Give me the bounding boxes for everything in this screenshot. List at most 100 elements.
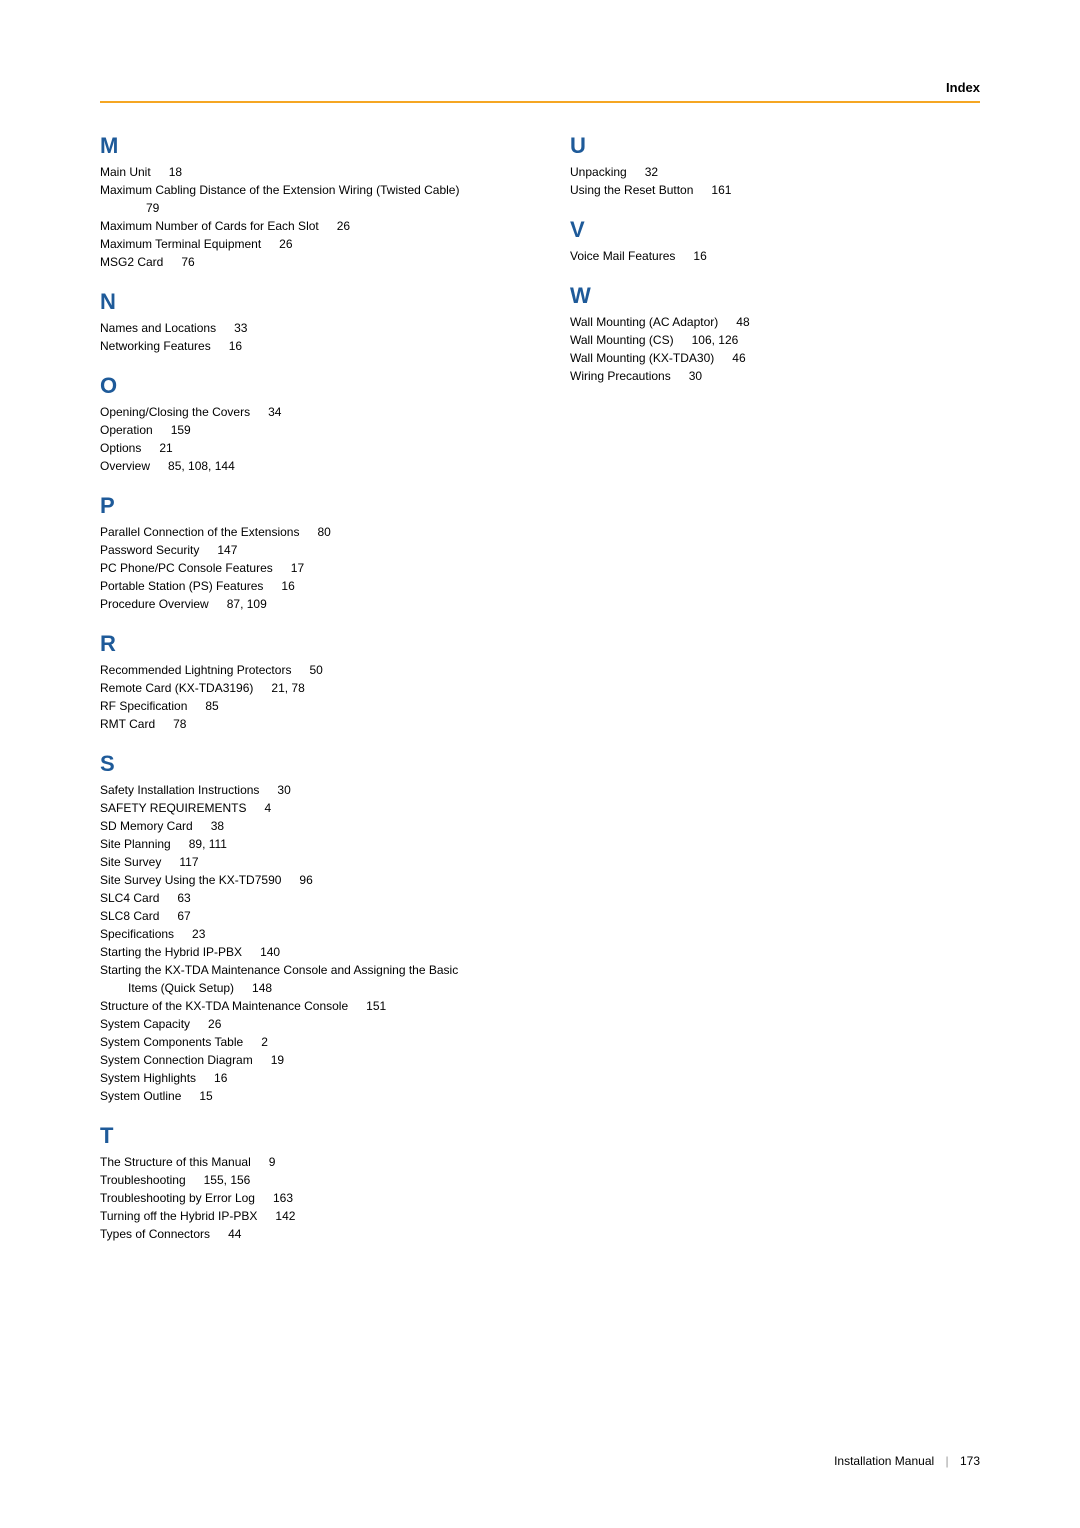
index-entry: Password Security 147 (100, 541, 510, 559)
index-entry-text: Structure of the KX-TDA Maintenance Cons… (100, 999, 348, 1013)
section-heading: O (100, 373, 510, 399)
index-entry: Wall Mounting (CS) 106, 126 (570, 331, 980, 349)
section-heading: V (570, 217, 980, 243)
index-entry-text: Names and Locations (100, 321, 216, 335)
index-entry-pages: 16 (693, 249, 706, 263)
index-entry: Maximum Terminal Equipment 26 (100, 235, 510, 253)
index-entry: Parallel Connection of the Extensions80 (100, 523, 510, 541)
index-entry-text: Voice Mail Features (570, 249, 675, 263)
index-entry: Options 21 (100, 439, 510, 457)
index-entry-text: Wall Mounting (CS) (570, 333, 674, 347)
index-entry-text: Starting the KX-TDA Maintenance Console … (100, 963, 458, 977)
index-entry: Safety Installation Instructions 30 (100, 781, 510, 799)
section-heading: S (100, 751, 510, 777)
index-entry-text: SLC4 Card (100, 891, 159, 905)
index-entry: Overview85, 108, 144 (100, 457, 510, 475)
section-heading: N (100, 289, 510, 315)
index-entry-text: Troubleshooting by Error Log (100, 1191, 255, 1205)
index-entry-pages: 142 (275, 1209, 295, 1223)
left-column: MMain Unit18Maximum Cabling Distance of … (100, 133, 510, 1243)
index-entry-text: Unpacking (570, 165, 627, 179)
index-entry: Types of Connectors44 (100, 1225, 510, 1243)
index-entry-pages: 106, 126 (692, 333, 739, 347)
index-entry: RMT Card78 (100, 715, 510, 733)
index-entry-pages: 2 (261, 1035, 268, 1049)
index-entry-text: Maximum Terminal Equipment (100, 237, 261, 251)
index-entry-text: Recommended Lightning Protectors (100, 663, 291, 677)
index-entry: SD Memory Card 38 (100, 817, 510, 835)
index-entry: Names and Locations 33 (100, 319, 510, 337)
index-entry-text: System Connection Diagram (100, 1053, 253, 1067)
index-entry-text: Wall Mounting (AC Adaptor) (570, 315, 718, 329)
index-entry-pages: 32 (645, 165, 658, 179)
index-entry-pages: 30 (277, 783, 290, 797)
index-entry-pages: 21, 78 (271, 681, 304, 695)
index-entry-text: SLC8 Card (100, 909, 159, 923)
index-entry: Troubleshooting by Error Log 163 (100, 1189, 510, 1207)
index-entry-pages: 4 (264, 801, 271, 815)
index-entry: Site Survey Using the KX-TD759096 (100, 871, 510, 889)
index-entry-pages: 76 (181, 255, 194, 269)
index-entry-cont-text: Items (Quick Setup) (128, 981, 234, 995)
index-entry: System Connection Diagram19 (100, 1051, 510, 1069)
index-entry: RF Specification85 (100, 697, 510, 715)
index-entry-text: RMT Card (100, 717, 155, 731)
index-entry-pages: 89, 111 (189, 837, 227, 851)
index-entry-pages: 48 (736, 315, 749, 329)
index-entry-text: Site Survey (100, 855, 161, 869)
index-entry: PC Phone/PC Console Features17 (100, 559, 510, 577)
index-entry: Structure of the KX-TDA Maintenance Cons… (100, 997, 510, 1015)
index-entry: Maximum Cabling Distance of the Extensio… (100, 181, 510, 199)
index-entry-pages: 140 (260, 945, 280, 959)
index-entry: Maximum Number of Cards for Each Slot 26 (100, 217, 510, 235)
index-entry: Remote Card (KX-TDA3196) 21, 78 (100, 679, 510, 697)
index-entry-text: Safety Installation Instructions (100, 783, 259, 797)
index-entry-pages: 26 (208, 1017, 221, 1031)
index-entry-text: Wall Mounting (KX-TDA30) (570, 351, 714, 365)
index-entry: SLC4 Card 63 (100, 889, 510, 907)
index-entry-pages: 161 (711, 183, 731, 197)
index-entry: SAFETY REQUIREMENTS4 (100, 799, 510, 817)
index-entry-pages: 67 (177, 909, 190, 923)
footer-separator: | (946, 1454, 949, 1468)
index-entry-pages: 96 (299, 873, 312, 887)
index-entry: Unpacking 32 (570, 163, 980, 181)
index-entry-pages: 46 (732, 351, 745, 365)
section-heading: R (100, 631, 510, 657)
index-entry-pages: 23 (192, 927, 205, 941)
footer-page-number: 173 (960, 1454, 980, 1468)
index-entry-text: Options (100, 441, 141, 455)
index-entry: Site Planning89, 111 (100, 835, 510, 853)
index-entry-text: Networking Features (100, 339, 211, 353)
index-entry-pages: 38 (211, 819, 224, 833)
index-entry-pages: 16 (214, 1071, 227, 1085)
index-entry-text: Password Security (100, 543, 199, 557)
index-entry-text: Portable Station (PS) Features (100, 579, 263, 593)
index-entry-text: System Highlights (100, 1071, 196, 1085)
index-entry-text: Using the Reset Button (570, 183, 693, 197)
index-entry-continuation: Items (Quick Setup)148 (100, 979, 510, 997)
index-entry-pages: 33 (234, 321, 247, 335)
index-entry: Specifications23 (100, 925, 510, 943)
index-entry-pages: 63 (177, 891, 190, 905)
index-entry-text: Remote Card (KX-TDA3196) (100, 681, 253, 695)
section-heading: U (570, 133, 980, 159)
index-entry-text: Types of Connectors (100, 1227, 210, 1241)
index-entry-pages: 147 (217, 543, 237, 557)
index-entry: Portable Station (PS) Features16 (100, 577, 510, 595)
index-entry-text: Overview (100, 459, 150, 473)
index-entry-pages: 26 (337, 219, 350, 233)
index-entry-text: System Outline (100, 1089, 181, 1103)
index-entry-text: SD Memory Card (100, 819, 193, 833)
index-entry-pages: 26 (279, 237, 292, 251)
section-heading: P (100, 493, 510, 519)
index-entry-text: Maximum Number of Cards for Each Slot (100, 219, 319, 233)
index-entry-pages: 163 (273, 1191, 293, 1205)
index-entry-text: Opening/Closing the Covers (100, 405, 250, 419)
index-entry-text: PC Phone/PC Console Features (100, 561, 273, 575)
index-entry-pages: 80 (317, 525, 330, 539)
index-entry-pages: 30 (689, 369, 702, 383)
section-heading: M (100, 133, 510, 159)
index-entry-pages: 21 (159, 441, 172, 455)
index-entry: Starting the Hybrid IP-PBX140 (100, 943, 510, 961)
